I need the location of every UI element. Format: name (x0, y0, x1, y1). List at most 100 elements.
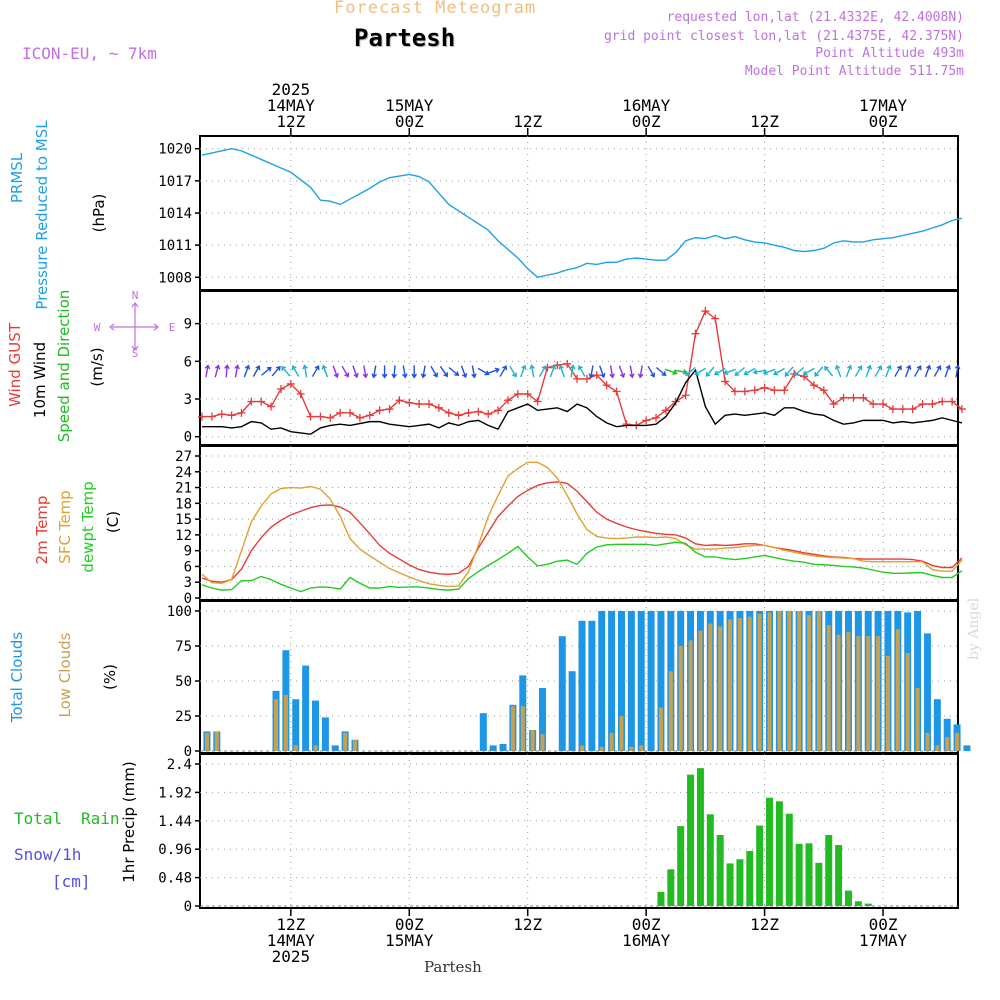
top-time-label: 00Z (632, 112, 661, 131)
bottom-time-label: 12Z (513, 915, 542, 934)
wind-direction-arrow (271, 365, 281, 377)
bar-total_clouds (637, 611, 645, 751)
gust-marker (316, 412, 325, 421)
bar-low_clouds (787, 611, 792, 751)
bottom-time-label: 12Z (750, 915, 779, 934)
gust-marker (434, 403, 443, 412)
bar-low_clouds (767, 612, 772, 751)
wind-direction-arrow (618, 365, 626, 379)
gust-marker (691, 329, 700, 338)
wind-direction-arrow (913, 365, 922, 377)
bar-low_clouds (204, 732, 209, 751)
compass-w: W (94, 321, 101, 334)
wind-direction-arrow (499, 365, 508, 377)
wind-direction-arrow (599, 365, 606, 379)
ytick-label-wind-panel: 0 (184, 430, 192, 446)
bar-total_clouds (321, 717, 329, 751)
wind-direction-arrow (549, 364, 557, 378)
bar-low_clouds (313, 745, 318, 751)
gust-marker (563, 359, 572, 368)
wind-direction-arrow (538, 365, 547, 377)
top-time-label: 12Z (276, 112, 305, 131)
bar-low_clouds (639, 745, 644, 751)
gust-marker (819, 386, 828, 395)
bar-rain (815, 862, 823, 906)
gust-marker (652, 413, 661, 422)
bar-rain (766, 797, 774, 906)
wind-direction-arrow (332, 365, 339, 379)
bar-total_clouds (292, 699, 300, 751)
ytick-label-temperature-panel: 15 (175, 512, 192, 528)
top-time-label: 14MAY (267, 96, 316, 115)
gust-marker (711, 314, 720, 323)
gust-marker (859, 393, 868, 402)
bar-low_clouds (668, 671, 673, 751)
bar-rain (775, 801, 783, 906)
bar-total_clouds (943, 718, 951, 751)
bar-total_clouds (302, 665, 310, 751)
gust-marker (494, 406, 503, 415)
gust-marker (602, 381, 611, 390)
gust-marker (336, 408, 345, 417)
bar-low_clouds (688, 640, 693, 751)
gust-marker (879, 400, 888, 409)
wind-direction-arrow (311, 365, 320, 377)
bar-total_clouds (598, 611, 606, 751)
bar-low_clouds (915, 688, 920, 751)
gust-marker (948, 397, 957, 406)
bar-low_clouds (935, 745, 940, 751)
compass-arrows (109, 302, 159, 351)
bar-rain (667, 869, 675, 906)
ytick-label-temperature-panel: 24 (175, 465, 192, 481)
wind-unit: (m/s) (88, 347, 106, 386)
bar-low_clouds (708, 623, 713, 751)
bar-low_clouds (757, 613, 762, 751)
direction-label: Speed and Direction (55, 290, 73, 443)
gust-marker (296, 389, 305, 398)
bar-total_clouds (479, 713, 487, 751)
bar-low_clouds (885, 655, 890, 751)
panel-frame-precip-panel (199, 753, 959, 909)
gust-marker (957, 405, 966, 414)
ytick-label-pressure-panel: 1011 (158, 238, 192, 254)
bar-total_clouds (312, 700, 320, 751)
series-line-dewpt (201, 541, 963, 593)
ytick-label-wind-panel: 3 (184, 392, 192, 408)
bar-total_clouds (923, 633, 931, 751)
bar-low_clouds (678, 646, 683, 751)
wind-direction-arrow (204, 364, 211, 378)
wind-direction-arrow (430, 365, 438, 378)
clouds-unit: (%) (101, 664, 119, 690)
gust-marker (869, 400, 878, 409)
ytick-label-clouds-panel: 25 (175, 709, 192, 725)
gust-marker (464, 408, 473, 417)
ytick-label-precip-panel: 1.92 (158, 785, 192, 801)
wind-direction-arrow (520, 364, 527, 378)
wind-direction-arrow (874, 365, 883, 377)
bar-low_clouds (343, 732, 348, 751)
wind-direction-arrow (904, 364, 912, 378)
pressure-label-long: Pressure Reduced to MSL (33, 120, 51, 310)
wind-direction-arrow (411, 365, 418, 379)
bar-rain (726, 863, 734, 906)
bar-rain (687, 774, 695, 906)
bar-total_clouds (588, 620, 596, 751)
gust-marker (523, 389, 532, 398)
wind-direction-arrow (460, 365, 468, 379)
compass-n: N (132, 289, 139, 302)
wind-direction-arrow (713, 367, 726, 376)
wind-direction-arrow (321, 364, 329, 378)
ytick-label-temperature-panel: 12 (175, 528, 192, 544)
wind-direction-arrow (487, 367, 500, 375)
bar-rain (805, 843, 813, 906)
bottom-time-label: 00Z (632, 915, 661, 934)
wind-direction-arrow (261, 366, 272, 376)
bar-low_clouds (579, 745, 584, 751)
rain-label: Rain (81, 809, 120, 828)
requested-coords: requested lon,lat (21.4332E, 42.4008N) (666, 10, 964, 25)
bar-low_clouds (807, 615, 812, 751)
wind-direction-arrow (924, 364, 932, 378)
top-time-label: 12Z (750, 112, 779, 131)
ytick-label-clouds-panel: 75 (175, 639, 192, 655)
bar-total_clouds (568, 671, 576, 751)
